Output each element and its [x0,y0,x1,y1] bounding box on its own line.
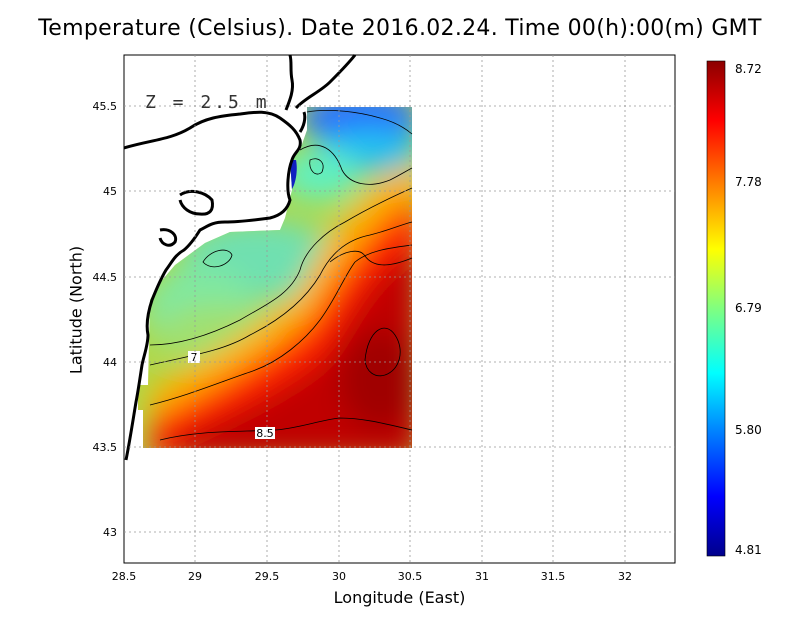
x-tick-label: 29.5 [255,570,280,583]
y-tick-label: 43.5 [93,441,118,454]
x-axis: 28.5 29 29.5 30 30.5 31 31.5 32 [112,570,632,583]
colorbar-label: 7.78 [735,175,762,189]
depth-label: Z = 2.5 m [145,92,270,113]
colorbar-label: 4.81 [735,543,762,557]
contour-label-7: 7 [191,351,198,364]
colorbar-label: 8.72 [735,62,762,76]
contour-lines [149,110,413,441]
x-tick-label: 28.5 [112,570,137,583]
y-tick-label: 45 [103,185,117,198]
map-grid [124,55,675,563]
colorbar-labels: 8.72 7.78 6.79 5.80 4.81 [735,62,762,557]
y-tick-label: 44.5 [93,271,118,284]
x-tick-label: 31.5 [541,570,566,583]
y-tick-label: 44 [103,356,117,369]
x-tick-label: 31 [475,570,489,583]
coastline [123,54,357,461]
map-title: Temperature (Celsius). Date 2016.02.24. … [38,16,762,41]
x-tick-label: 30 [332,570,346,583]
y-tick-label: 43 [103,526,117,539]
contour-label-bg [255,427,275,439]
x-tick-label: 30.5 [398,570,423,583]
y-tick-label: 45.5 [93,100,118,113]
contour-label-bg [188,351,200,363]
temperature-field [138,107,412,448]
colorbar-label: 5.80 [735,423,762,437]
x-tick-label: 32 [618,570,632,583]
y-axis-label: Latitude (North) [66,245,86,375]
x-tick-label: 29 [188,570,202,583]
contour-label-8-5: 8.5 [256,427,274,440]
colorbar-label: 6.79 [735,301,762,315]
y-axis: 43 43.5 44 44.5 45 45.5 [93,100,118,539]
colorbar [706,60,726,557]
x-axis-label: Longitude (East) [333,588,466,607]
